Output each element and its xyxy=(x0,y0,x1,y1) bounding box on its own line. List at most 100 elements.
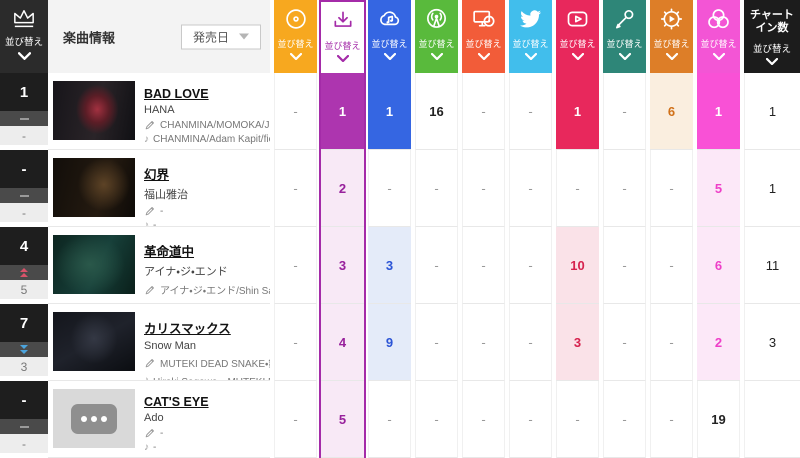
song-text: 幻界 福山雅治 - ♪ - xyxy=(144,158,270,226)
thumbnail[interactable] xyxy=(53,158,135,217)
download-icon xyxy=(331,8,355,34)
pencil-icon xyxy=(144,357,156,369)
sort-label: 並び替え xyxy=(700,39,737,49)
dropdown-arrow-icon xyxy=(239,33,249,40)
metric-header-cd[interactable]: 並び替え xyxy=(274,0,317,73)
metric-cell-streaming: - xyxy=(368,381,411,458)
metric-cell-karaoke: - xyxy=(603,73,646,150)
composer-line: ♪ - xyxy=(144,442,270,453)
metric-cell-venn: 6 xyxy=(697,227,740,304)
metric-cell-download: 4 xyxy=(321,304,364,381)
metric-cell-video-lookup: - xyxy=(462,304,505,381)
metric-header-karaoke[interactable]: 並び替え xyxy=(603,0,646,73)
microphone-icon xyxy=(613,6,637,32)
chart-in-cell: 1 xyxy=(744,150,800,227)
sort-label: 並び替え xyxy=(606,39,643,49)
rank-current: 1 xyxy=(0,73,48,111)
song-title[interactable]: 幻界 xyxy=(144,168,170,182)
metric-cell-streaming: 1 xyxy=(368,73,411,150)
metric-cell-youtube: 3 xyxy=(556,304,599,381)
rank-sort-header[interactable]: 並び替え xyxy=(0,0,48,73)
thumbnail[interactable] xyxy=(53,389,135,448)
metric-cell-download: 2 xyxy=(321,150,364,227)
metric-cell-karaoke: - xyxy=(603,227,646,304)
song-artist: Ado xyxy=(144,412,164,424)
rank-current: - xyxy=(0,150,48,188)
chart-in-cell: 1 xyxy=(744,73,800,150)
metric-cell-twitter: - xyxy=(509,73,552,150)
crown-icon xyxy=(11,8,37,30)
chevron-down-icon xyxy=(336,55,349,62)
metric-header-radio[interactable]: 並び替え xyxy=(415,0,458,73)
thumbnail[interactable] xyxy=(53,81,135,140)
metric-cell-cd: - xyxy=(274,150,317,227)
metric-cell-gear: 6 xyxy=(650,73,693,150)
chevron-down-icon xyxy=(430,53,443,60)
pencil-icon xyxy=(144,205,156,217)
song-info-cell: カリスマックス Snow Man MUTEKI DEAD SNAKE・鈴... … xyxy=(48,304,270,381)
rank-current: 7 xyxy=(0,304,48,342)
metric-cell-karaoke: - xyxy=(603,381,646,458)
gear-play-icon xyxy=(659,6,684,32)
metric-headers: 並び替え 並び替え 並び替え 並び替え 並び替え 並び替え 並び替え 並び替え 並び替え 並び替え xyxy=(270,0,740,73)
metric-cell-venn: 1 xyxy=(697,73,740,150)
metric-header-download[interactable]: 並び替え xyxy=(321,0,364,73)
metric-header-twitter[interactable]: 並び替え xyxy=(509,0,552,73)
metric-cell-twitter: - xyxy=(509,227,552,304)
chart-in-header[interactable]: チャート イン数 並び替え xyxy=(744,0,800,73)
lyricist-text: CHANMINA/MOMOKA/JISOO xyxy=(160,119,270,131)
metric-cell-video-lookup: - xyxy=(462,381,505,458)
sort-label: 並び替え xyxy=(418,39,455,49)
metric-header-venn[interactable]: 並び替え xyxy=(697,0,740,73)
table-row: 7 3 カリスマックス Snow Man MUTEKI DEAD SNAKE・鈴… xyxy=(0,304,800,381)
metric-cell-streaming: 9 xyxy=(368,304,411,381)
song-title[interactable]: 革命道中 xyxy=(144,245,195,259)
song-artist: HANA xyxy=(144,104,175,116)
metric-cell-gear: - xyxy=(650,150,693,227)
song-title[interactable]: カリスマックス xyxy=(144,322,231,336)
release-date-dropdown[interactable]: 発売日 xyxy=(181,24,261,49)
lyricist-text: MUTEKI DEAD SNAKE・鈴... xyxy=(160,359,270,370)
metric-cell-radio: 16 xyxy=(415,73,458,150)
metric-cell-radio: - xyxy=(415,150,458,227)
metric-header-video-lookup[interactable]: 並び替え xyxy=(462,0,505,73)
thumbnail[interactable] xyxy=(53,312,135,371)
lyricist-text: - xyxy=(160,205,164,217)
thumbnail[interactable] xyxy=(53,235,135,294)
song-text: CAT'S EYE Ado - ♪ - xyxy=(144,389,270,457)
song-title[interactable]: BAD LOVE xyxy=(144,87,209,101)
chart-in-label: チャート イン数 xyxy=(750,9,794,34)
composer-line: ♪ CHANMINA/Adam Kapit/ficti... xyxy=(144,134,270,145)
sort-label: 並び替え xyxy=(653,39,690,49)
composer-text: アイナ・ジ・エンド/Shin Sa... xyxy=(153,300,270,303)
metric-cell-karaoke: - xyxy=(603,150,646,227)
metric-header-youtube[interactable]: 並び替え xyxy=(556,0,599,73)
rank-column: 7 3 xyxy=(0,304,48,381)
chart-in-cell: 3 xyxy=(744,304,800,381)
metric-cell-youtube: - xyxy=(556,381,599,458)
music-note-icon: ♪ xyxy=(144,302,149,303)
table-row: 4 5 革命道中 アイナ・ジ・エンド アイナ・ジ・エンド/Shin Sa... … xyxy=(0,227,800,304)
metric-cell-venn: 5 xyxy=(697,150,740,227)
release-date-label: 発売日 xyxy=(192,30,229,44)
metric-header-gear[interactable]: 並び替え xyxy=(650,0,693,73)
song-text: カリスマックス Snow Man MUTEKI DEAD SNAKE・鈴... … xyxy=(144,312,270,380)
twitter-bird-icon xyxy=(518,6,543,32)
chevron-down-icon xyxy=(383,53,396,60)
metric-cell-video-lookup: - xyxy=(462,227,505,304)
venn-circles-icon xyxy=(706,6,731,32)
sort-label: 並び替え xyxy=(512,39,549,49)
metric-cell-twitter: - xyxy=(509,381,552,458)
song-artist: 福山雅治 xyxy=(144,189,188,201)
song-info-cell: 革命道中 アイナ・ジ・エンド アイナ・ジ・エンド/Shin Sa... ♪ アイ… xyxy=(48,227,270,304)
metric-cell-radio: - xyxy=(415,304,458,381)
table-row: - - CAT'S EYE Ado - ♪ - -5- - - - - - -19 xyxy=(0,381,800,458)
composer-text: CHANMINA/Adam Kapit/ficti... xyxy=(153,134,270,145)
song-title[interactable]: CAT'S EYE xyxy=(144,395,209,409)
metric-cell-karaoke: - xyxy=(603,304,646,381)
metric-cell-gear: - xyxy=(650,304,693,381)
chart-in-cell xyxy=(744,381,800,458)
metric-header-streaming[interactable]: 並び替え xyxy=(368,0,411,73)
chevron-down-icon xyxy=(618,53,631,60)
